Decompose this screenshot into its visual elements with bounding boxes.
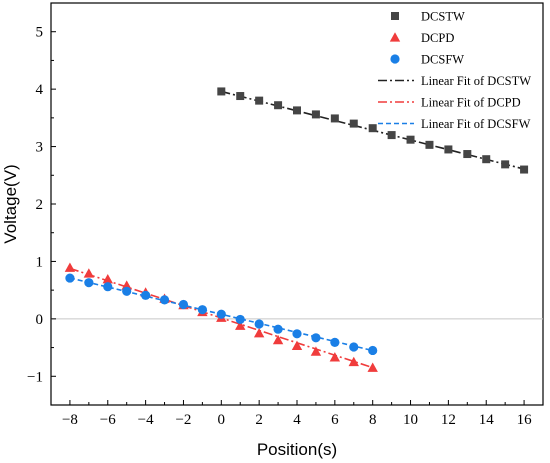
dcsfw-point <box>254 319 264 329</box>
dcpd-point <box>235 320 246 330</box>
dcstw-point <box>311 110 320 119</box>
dcpd-point <box>121 280 132 290</box>
legend: DCSTW DCPD DCSFW Linear Fit of DCSTW Linear … <box>378 10 531 131</box>
y-tick-label: 1 <box>36 254 44 270</box>
dcsfw-point <box>349 342 359 352</box>
dcsfw-point <box>292 329 302 339</box>
x-tick-label: 16 <box>517 412 533 428</box>
legend-label: Linear Fit of DCSFW <box>421 117 531 131</box>
dcstw-point <box>463 150 472 159</box>
dcstw-point <box>406 135 415 144</box>
legend-marker-dcstw <box>391 12 399 20</box>
x-axis: −8 −6 −4 −2 0 2 4 6 8 10 12 14 16 <box>50 400 544 428</box>
data-points <box>64 87 529 372</box>
legend-marker-dcsfw <box>390 54 400 64</box>
dcstw-point <box>501 160 510 169</box>
dcsfw-point <box>273 324 283 334</box>
dcsfw-point <box>65 273 75 283</box>
dcstw-point <box>368 124 377 133</box>
y-axis: −1 0 1 2 3 4 5 <box>27 2 56 406</box>
y-tick-label: 5 <box>36 25 44 41</box>
dcpd-point <box>102 274 113 284</box>
dcsfw-point <box>141 290 151 300</box>
dcstw-point <box>425 140 434 149</box>
x-axis-title: Position(s) <box>257 440 337 459</box>
dcpd-point <box>367 362 378 372</box>
y-axis-title: Voltage(V) <box>1 164 20 243</box>
dcsfw-point <box>103 282 113 292</box>
dcpd-point <box>310 346 322 356</box>
dcsfw-point <box>216 309 226 319</box>
y-tick-label: 0 <box>36 312 44 328</box>
dcstw-point <box>274 101 283 110</box>
x-tick-label: 2 <box>255 412 263 428</box>
dcstw-point <box>217 87 226 96</box>
legend-label: Linear Fit of DCSTW <box>421 74 531 88</box>
dcsfw-point <box>84 278 94 288</box>
legend-label: DCSFW <box>421 53 464 67</box>
x-tick-label: 14 <box>479 412 495 428</box>
dcpd-point <box>64 262 76 272</box>
dcpd-point <box>291 340 303 351</box>
dcsfw-point <box>197 305 207 315</box>
dcstw-point <box>255 96 264 105</box>
x-tick-label: −2 <box>175 412 191 428</box>
legend-label: DCPD <box>421 31 454 45</box>
y-tick-label: 2 <box>36 197 44 213</box>
legend-label: DCSTW <box>421 10 465 24</box>
dcstw-point <box>236 92 245 101</box>
x-tick-label: 10 <box>403 412 418 428</box>
dcsfw-point <box>368 345 378 356</box>
dcstw-point <box>349 119 358 128</box>
y-tick-label: −1 <box>27 369 43 385</box>
dcsfw-point <box>159 295 170 305</box>
dcsfw-point <box>330 337 340 348</box>
dcpd-point <box>329 352 341 362</box>
dcsfw-point <box>235 314 245 325</box>
dcpd-point <box>253 328 265 338</box>
dcstw-point <box>444 145 453 154</box>
legend-label: Linear Fit of DCPD <box>421 96 521 110</box>
x-tick-label: −4 <box>138 412 154 428</box>
x-tick-label: 0 <box>218 412 226 428</box>
dcsfw-point <box>178 299 189 310</box>
x-tick-label: 4 <box>293 412 301 428</box>
dcpd-point <box>348 356 359 367</box>
dcstw-point <box>482 155 491 164</box>
y-tick-label: 4 <box>36 82 44 98</box>
dcsfw-point <box>122 286 132 296</box>
legend-marker-dcpd <box>389 32 401 42</box>
x-tick-label: 8 <box>369 412 377 428</box>
y-tick-label: 3 <box>36 140 44 156</box>
x-tick-label: −8 <box>62 412 78 428</box>
dcsfw-point <box>311 333 321 343</box>
dcstw-point <box>387 131 396 140</box>
dcpd-point <box>83 268 95 278</box>
dcstw-point <box>520 165 529 174</box>
dcstw-point <box>330 114 339 123</box>
dcpd-point <box>272 334 284 345</box>
dcstw-point <box>293 106 301 115</box>
x-tick-label: 6 <box>331 412 339 428</box>
x-tick-label: −6 <box>100 412 116 428</box>
x-tick-label: 12 <box>441 412 456 428</box>
